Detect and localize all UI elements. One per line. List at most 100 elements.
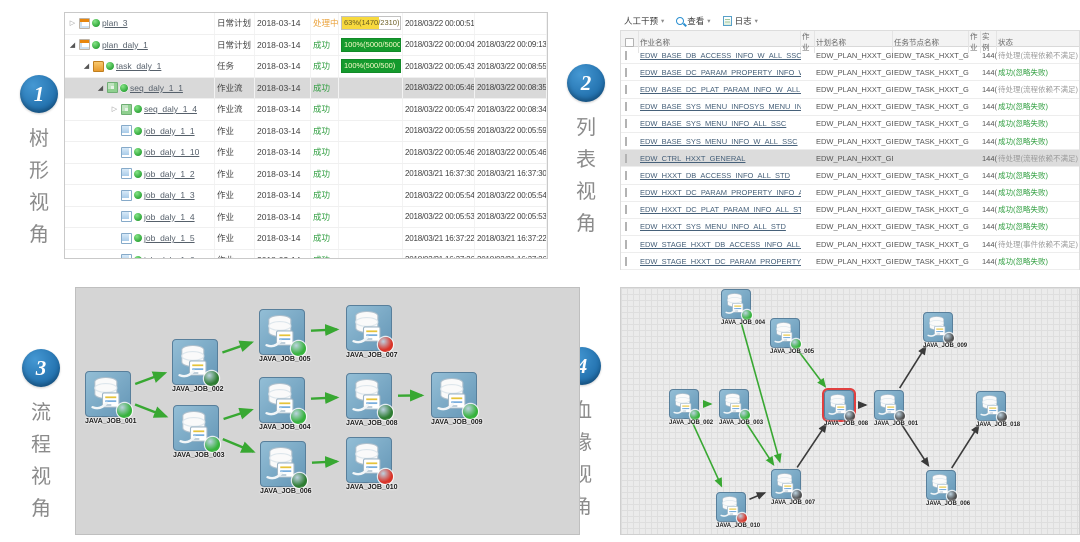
job-name-link[interactable]: EDW_BASE_SYS_MENU_INFO_W_ALL_SSC — [640, 136, 798, 146]
tree-row-job_daly_1_2[interactable]: job_daly_1_2 作业 2018-03-14 成功 2018/03/21 16:… — [65, 163, 547, 185]
list-row-EDW_BASE_SYS_MENU_INFO_W_ALL_SSC[interactable]: EDW_BASE_SYS_MENU_INFO_W_ALL_SSC EDW_PLAN… — [621, 133, 1079, 151]
tree-item-link[interactable]: job_daly_1_6 — [144, 255, 195, 258]
expanded-caret-icon[interactable]: ◢ — [69, 41, 76, 49]
job-node-java_job_004[interactable]: JAVA_JOB_004 — [259, 377, 311, 431]
tree-row-plan_daly_1[interactable]: ◢ plan_daly_1 日常计划 2018-03-14 成功 100%(5000/50… — [65, 34, 547, 56]
list-row-EDW_BASE_DC_PLAT_PARAM_INFO_W_ALL_SSC[interactable]: EDW_BASE_DC_PLAT_PARAM_INFO_W_ALL_SSC EDW… — [621, 81, 1079, 99]
job-node-java_job_007[interactable]: JAVA_JOB_007 — [346, 305, 398, 359]
job-name-link[interactable]: EDW_HXXT_DC_PARAM_PROPERTY_INFO_ALL_STD — [640, 188, 801, 198]
type-cell: 作业 — [215, 185, 255, 206]
job-name-link[interactable]: EDW_STAGE_HXXT_DC_PARAM_PROPERTY_INFO_AL… — [640, 256, 801, 266]
job-node-java_job_001[interactable]: JAVA_JOB_001 — [874, 390, 918, 427]
job-node-java_job_009[interactable]: JAVA_JOB_009 — [431, 372, 483, 426]
tree-item-link[interactable]: plan_daly_1 — [102, 39, 148, 50]
row-checkbox[interactable] — [625, 222, 627, 232]
tree-row-job_daly_1_4[interactable]: job_daly_1_4 作业 2018-03-14 成功 2018/03/22 00:… — [65, 206, 547, 228]
list-row-EDW_BASE_DB_ACCESS_INFO_W_ALL_SSC[interactable]: EDW_BASE_DB_ACCESS_INFO_W_ALL_SSC EDW_PLA… — [621, 47, 1079, 65]
job-name-link[interactable]: EDW_BASE_SYS_MENU_INFO_ALL_SSC — [640, 119, 787, 129]
list-row-EDW_STAGE_HXXT_DC_PARAM_PROPERTY_INFO_ALL_LO[interactable]: EDW_STAGE_HXXT_DC_PARAM_PROPERTY_INFO_AL… — [621, 253, 1079, 271]
list-row-EDW_BASE_SYS_MENU_INFO_ALL_SSC[interactable]: EDW_BASE_SYS_MENU_INFO_ALL_SSC EDW_PLAN_H… — [621, 116, 1079, 133]
log-button[interactable]: 日志 ▾ — [722, 15, 758, 27]
list-row-EDW_BASE_DC_PARAM_PROPERTY_INFO_W_ALL_SSC[interactable]: EDW_BASE_DC_PARAM_PROPERTY_INFO_W_ALL_SS… — [621, 64, 1079, 82]
list-row-EDW_HXXT_DC_PLAT_PARAM_INFO_ALL_STD[interactable]: EDW_HXXT_DC_PLAT_PARAM_INFO_ALL_STD EDW_P… — [621, 202, 1079, 219]
view-label: 查看 — [687, 16, 705, 26]
tree-row-job_daly_1_5[interactable]: job_daly_1_5 作业 2018-03-14 成功 2018/03/21 16:… — [65, 228, 547, 250]
tree-item-link[interactable]: job_daly_1_10 — [144, 147, 200, 158]
job-node-java_job_018[interactable]: JAVA_JOB_018 — [976, 391, 1020, 428]
tree-item-link[interactable]: seq_daly_1_4 — [144, 104, 197, 115]
job-name-link[interactable]: EDW_STAGE_HXXT_DB_ACCESS_INFO_ALL_LOAD — [640, 239, 801, 249]
row-checkbox[interactable] — [625, 170, 627, 180]
tree-item-link[interactable]: job_daly_1_1 — [144, 125, 195, 136]
tree-row-job_daly_1_1[interactable]: job_daly_1_1 作业 2018-03-14 成功 2018/03/22 00:… — [65, 120, 547, 142]
row-checkbox[interactable] — [625, 153, 627, 163]
job-node-java_job_002[interactable]: JAVA_JOB_002 — [669, 389, 713, 426]
tree-row-job_daly_1_3[interactable]: job_daly_1_3 作业 2018-03-14 成功 2018/03/22 00:… — [65, 185, 547, 207]
job-name-link[interactable]: EDW_BASE_SYS_MENU_INFOSYS_MENU_INFO_ALL_… — [640, 102, 801, 112]
tree-item-link[interactable]: plan_3 — [102, 18, 128, 29]
job-node-java_job_005[interactable]: JAVA_JOB_005 — [259, 309, 311, 363]
row-checkbox[interactable] — [625, 256, 627, 266]
status-cell: 待处理(事件依赖不满足) — [998, 239, 1078, 249]
list-row-EDW_HXXT_SYS_MENU_INFO_ALL_STD[interactable]: EDW_HXXT_SYS_MENU_INFO_ALL_STD EDW_PLAN_H… — [621, 219, 1079, 237]
tree-row-plan_3[interactable]: ▷ plan_3 日常计划 2018-03-14 处理中 63%(1470/2310) 20… — [65, 13, 547, 35]
job-node-java_job_003[interactable]: JAVA_JOB_003 — [173, 405, 225, 459]
list-row-EDW_STAGE_HXXT_DB_ACCESS_INFO_ALL_LOAD[interactable]: EDW_STAGE_HXXT_DB_ACCESS_INFO_ALL_LOAD ED… — [621, 236, 1079, 254]
job-node-java_job_006[interactable]: JAVA_JOB_006 — [260, 441, 312, 495]
view-button[interactable]: 查看 ▾ — [676, 15, 711, 27]
tree-row-job_daly_1_10[interactable]: job_daly_1_10 作业 2018-03-14 成功 2018/03/22 00… — [65, 142, 547, 164]
list-row-EDW_HXXT_DB_ACCESS_INFO_ALL_STD[interactable]: EDW_HXXT_DB_ACCESS_INFO_ALL_STD EDW_PLAN_… — [621, 167, 1079, 185]
row-checkbox[interactable] — [625, 67, 627, 77]
job-name-link[interactable]: EDW_CTRL_HXXT_GENERAL — [640, 153, 746, 163]
tree-item-link[interactable]: job_daly_1_5 — [144, 233, 195, 244]
type-cell: 日常计划 — [215, 13, 255, 34]
tree-name-cell: job_daly_1_10 — [65, 142, 215, 163]
job-name-link[interactable]: EDW_BASE_DB_ACCESS_INFO_W_ALL_SSC — [640, 50, 801, 60]
expanded-caret-icon[interactable]: ◢ — [97, 84, 104, 92]
collapsed-caret-icon[interactable]: ▷ — [69, 20, 76, 28]
list-row-EDW_BASE_SYS_MENU_INFOSYS_MENU_INFO_ALL_SSC[interactable]: EDW_BASE_SYS_MENU_INFOSYS_MENU_INFO_ALL_… — [621, 99, 1079, 116]
job-node-java_job_007[interactable]: JAVA_JOB_007 — [771, 469, 815, 506]
row-checkbox[interactable] — [625, 119, 627, 129]
select-all-checkbox[interactable] — [625, 37, 634, 47]
collapsed-caret-icon[interactable]: ▷ — [111, 106, 118, 114]
job-node-java_job_008[interactable]: JAVA_JOB_008 — [822, 388, 868, 427]
list-row-EDW_HXXT_DC_PARAM_PROPERTY_INFO_ALL_STD[interactable]: EDW_HXXT_DC_PARAM_PROPERTY_INFO_ALL_STD E… — [621, 185, 1079, 202]
job-node-java_job_009[interactable]: JAVA_JOB_009 — [923, 312, 967, 349]
job-node-java_job_006[interactable]: JAVA_JOB_006 — [926, 470, 970, 507]
tree-row-seq_daly_1_4[interactable]: ▷ seq_daly_1_4 作业流 2018-03-14 成功 2018/03/22 0… — [65, 99, 547, 121]
job-node-java_job_008[interactable]: JAVA_JOB_008 — [346, 373, 398, 427]
edge-JAVA_JOB_006-to-JAVA_JOB_018 — [951, 424, 980, 469]
job-name-link[interactable]: EDW_HXXT_DC_PLAT_PARAM_INFO_ALL_STD — [640, 205, 801, 215]
tree-row-seq_daly_1_1[interactable]: ◢ seq_daly_1_1 作业流 2018-03-14 成功 2018/03/22 0… — [65, 77, 547, 99]
job-name-link[interactable]: EDW_HXXT_SYS_MENU_INFO_ALL_STD — [640, 222, 786, 232]
expanded-caret-icon[interactable]: ◢ — [83, 63, 90, 71]
task-node-cell: EDW_TASK_HXXT_GENER — [894, 256, 969, 266]
job-node-java_job_002[interactable]: JAVA_JOB_002 — [172, 339, 224, 393]
job-node-java_job_004[interactable]: JAVA_JOB_004 — [721, 289, 765, 326]
row-checkbox[interactable] — [625, 84, 627, 94]
job-node-java_job_010[interactable]: JAVA_JOB_010 — [346, 437, 398, 491]
tree-item-link[interactable]: task_daly_1 — [116, 61, 162, 72]
tree-item-link[interactable]: seq_daly_1_1 — [130, 82, 183, 93]
job-node-java_job_001[interactable]: JAVA_JOB_001 — [85, 371, 137, 425]
tree-item-link[interactable]: job_daly_1_2 — [144, 168, 195, 179]
row-checkbox[interactable] — [625, 188, 627, 198]
row-checkbox[interactable] — [625, 102, 627, 112]
row-checkbox[interactable] — [625, 239, 627, 249]
list-row-EDW_CTRL_HXXT_GENERAL[interactable]: EDW_CTRL_HXXT_GENERAL EDW_PLAN_HXXT_GENER… — [621, 150, 1079, 168]
job-node-java_job_003[interactable]: JAVA_JOB_003 — [719, 389, 763, 426]
manual-intervention-button[interactable]: 人工干预 ▾ — [624, 15, 664, 27]
row-checkbox[interactable] — [625, 50, 627, 60]
job-name-link[interactable]: EDW_BASE_DC_PARAM_PROPERTY_INFO_W_ALL_SS… — [640, 67, 801, 77]
row-checkbox[interactable] — [625, 136, 627, 146]
job-node-java_job_010[interactable]: JAVA_JOB_010 — [716, 492, 760, 529]
row-checkbox[interactable] — [625, 205, 627, 215]
job-name-link[interactable]: EDW_BASE_DC_PLAT_PARAM_INFO_W_ALL_SSC — [640, 84, 801, 94]
tree-row-task_daly_1[interactable]: ◢ task_daly_1 任务 2018-03-14 成功 100%(500/500) 2… — [65, 56, 547, 78]
job-node-java_job_005[interactable]: JAVA_JOB_005 — [770, 318, 814, 355]
tree-item-link[interactable]: job_daly_1_3 — [144, 190, 195, 201]
job-name-link[interactable]: EDW_HXXT_DB_ACCESS_INFO_ALL_STD — [640, 170, 791, 180]
tree-item-link[interactable]: job_daly_1_4 — [144, 211, 195, 222]
